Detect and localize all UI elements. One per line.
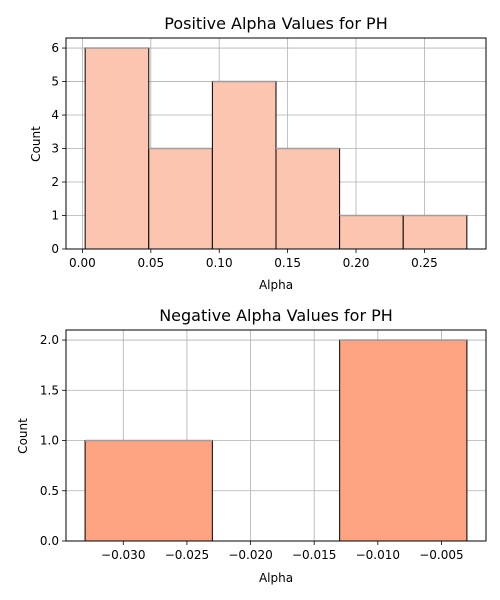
x-tick-label: 0.00 <box>69 256 96 270</box>
y-tick-label: 4 <box>51 108 59 122</box>
x-tick-label: 0.10 <box>206 256 233 270</box>
y-tick-label: 2.0 <box>40 333 59 347</box>
histogram-bar <box>275 148 341 250</box>
y-tick-label: 6 <box>51 41 59 55</box>
histogram-bar <box>211 81 277 250</box>
positive-alpha-chart: Positive Alpha Values for PH Alpha Count… <box>29 14 487 292</box>
y-axis-label: Count <box>29 126 43 162</box>
x-tick-label: −0.020 <box>228 548 272 562</box>
x-tick-label: −0.010 <box>356 548 400 562</box>
x-tick-label: −0.025 <box>165 548 209 562</box>
x-axis-label: Alpha <box>259 278 293 292</box>
histogram-bar <box>339 215 404 250</box>
y-ticks: 0 1 2 3 4 5 6 <box>51 41 66 256</box>
x-axis-label: Alpha <box>259 571 293 585</box>
x-ticks: 0.00 0.05 0.10 0.15 0.20 0.25 <box>69 249 438 270</box>
histogram-bar <box>148 148 213 250</box>
x-ticks: −0.030 −0.025 −0.020 −0.015 −0.010 −0.005 <box>101 541 464 562</box>
x-tick-label: 0.25 <box>411 256 438 270</box>
y-tick-label: 3 <box>51 142 59 156</box>
histogram-bar <box>339 339 468 542</box>
axes-frame <box>65 329 487 542</box>
negative-alpha-chart: Negative Alpha Values for PH Alpha Count… <box>16 306 487 585</box>
x-tick-label: 0.20 <box>343 256 370 270</box>
chart-title: Positive Alpha Values for PH <box>164 14 387 33</box>
histogram-bar <box>402 215 468 250</box>
y-tick-label: 0.0 <box>40 534 59 548</box>
x-tick-label: −0.015 <box>292 548 336 562</box>
histogram-bar <box>84 47 150 250</box>
x-tick-label: −0.005 <box>419 548 463 562</box>
axes-frame <box>65 37 487 250</box>
y-tick-label: 0.5 <box>40 484 59 498</box>
y-tick-label: 1 <box>51 209 59 223</box>
histogram-bar <box>84 440 213 542</box>
x-tick-label: 0.05 <box>137 256 164 270</box>
chart-title: Negative Alpha Values for PH <box>159 306 393 325</box>
y-tick-label: 1.0 <box>40 434 59 448</box>
y-tick-label: 1.5 <box>40 383 59 397</box>
y-tick-label: 0 <box>51 242 59 256</box>
y-tick-label: 2 <box>51 175 59 189</box>
x-tick-label: −0.030 <box>101 548 145 562</box>
bars <box>84 47 468 250</box>
y-ticks: 0.0 0.5 1.0 1.5 2.0 <box>40 333 66 548</box>
y-tick-label: 5 <box>51 75 59 89</box>
y-axis-label: Count <box>16 418 30 454</box>
x-tick-label: 0.15 <box>274 256 301 270</box>
